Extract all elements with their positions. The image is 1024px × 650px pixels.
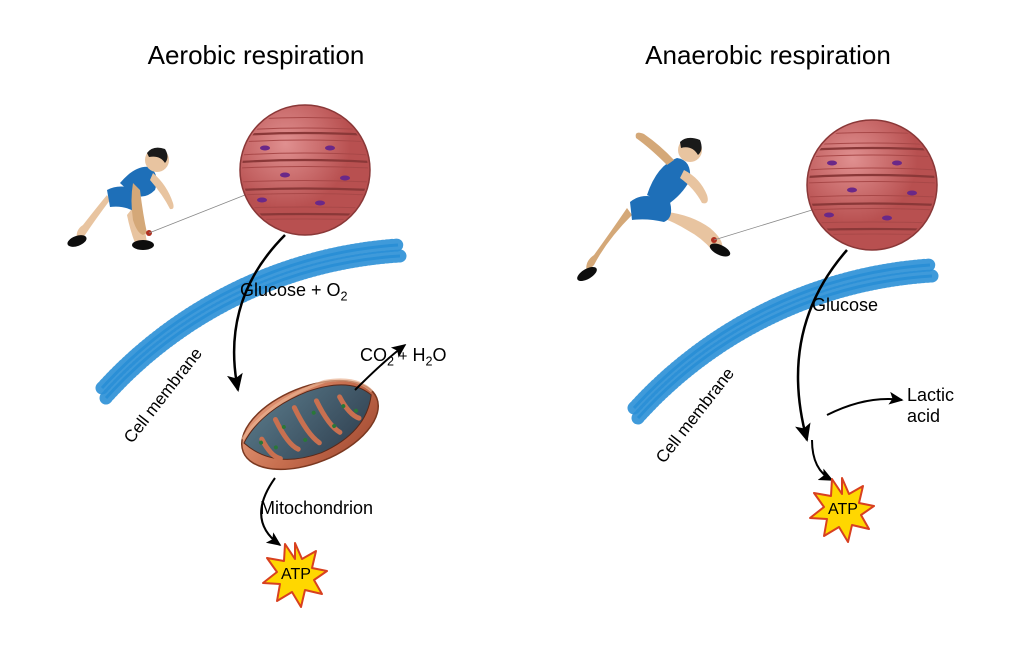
arrow-output-atp <box>812 440 832 480</box>
muscle-tissue-icon <box>240 105 370 235</box>
mitochondrion-icon <box>229 363 391 487</box>
arrow-output-lactic <box>827 399 902 415</box>
arrow-input <box>234 235 285 390</box>
input-label: Glucose + O2 <box>240 280 348 304</box>
runner-crouched-icon <box>66 148 174 250</box>
cell-membrane-icon <box>102 245 400 398</box>
aerobic-svg <box>0 0 512 650</box>
leader-line <box>714 210 812 240</box>
muscle-tissue-icon <box>807 120 937 250</box>
atp-label: ATP <box>281 566 311 584</box>
anaerobic-panel: Anaerobic respiration <box>512 0 1024 650</box>
cell-membrane-icon <box>634 265 932 418</box>
aerobic-panel: Aerobic respiration <box>0 0 512 650</box>
runner-sprint-icon <box>575 133 732 284</box>
atp-label: ATP <box>828 501 858 519</box>
leader-line <box>149 195 245 233</box>
anaerobic-svg <box>512 0 1024 650</box>
output-label: Lacticacid <box>907 385 954 426</box>
input-label: Glucose <box>812 295 878 316</box>
organelle-label: Mitochondrion <box>260 498 373 519</box>
output-label: CO2 + H2O <box>360 345 446 369</box>
